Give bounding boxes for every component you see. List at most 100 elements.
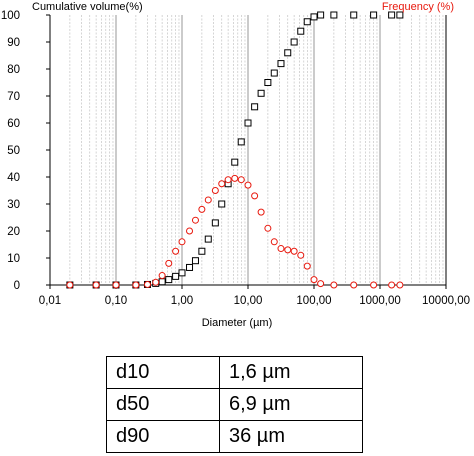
x-tick-label: 0,01: [39, 295, 61, 307]
frequency-point: [231, 174, 239, 182]
size-stats-table: d10 1,6 µm d50 6,9 µm d90 36 µm: [106, 356, 363, 453]
frequency-point: [178, 238, 186, 246]
stats-label: d90: [106, 420, 220, 453]
cumulative-point: [257, 89, 265, 97]
cumulative-point: [198, 247, 206, 255]
stats-label: d50: [106, 388, 220, 421]
frequency-point: [284, 246, 292, 254]
cumulative-point: [303, 18, 311, 26]
stats-value: 1,6 µm: [219, 356, 363, 389]
frequency-point: [132, 281, 140, 289]
frequency-point: [264, 224, 272, 232]
frequency-point: [218, 180, 226, 188]
y-tick-label: 100: [1, 10, 20, 22]
frequency-point: [244, 181, 252, 189]
frequency-point: [388, 281, 396, 289]
cumulative-point: [270, 69, 278, 77]
frequency-point: [237, 176, 245, 184]
frequency-point: [317, 280, 325, 288]
right-axis-title: Frequency (%): [382, 1, 454, 13]
x-tick-label: 0,10: [105, 295, 127, 307]
y-tick-label: 90: [7, 37, 20, 49]
frequency-point: [198, 205, 206, 213]
frequency-point: [330, 281, 338, 289]
cumulative-point: [350, 11, 358, 19]
cumulative-point: [172, 272, 180, 280]
frequency-point: [186, 227, 194, 235]
y-tick-label: 70: [7, 91, 20, 103]
frequency-point: [277, 245, 285, 253]
stats-value: 36 µm: [219, 420, 363, 453]
cumulative-point: [310, 13, 318, 21]
cumulative-point: [244, 119, 252, 127]
cumulative-point: [218, 200, 226, 208]
cumulative-point: [191, 257, 199, 265]
frequency-series: [66, 174, 404, 289]
frequency-point: [257, 208, 265, 216]
y-tick-label: 80: [7, 64, 20, 76]
stats-row: d10 1,6 µm: [106, 356, 363, 389]
frequency-point: [152, 278, 160, 286]
stats-value: 6,9 µm: [219, 388, 363, 421]
y-tick-label: 20: [7, 226, 20, 238]
cumulative-point: [165, 276, 173, 284]
x-tick-label: 10000,00: [422, 295, 470, 307]
cumulative-point: [211, 219, 219, 227]
frequency-point: [270, 238, 278, 246]
cumulative-point: [297, 27, 305, 35]
frequency-point: [303, 262, 311, 270]
x-tick-label: 1,00: [171, 295, 193, 307]
y-tick-label: 50: [7, 145, 20, 157]
frequency-point: [297, 251, 305, 259]
cumulative-point: [204, 235, 212, 243]
axis-labels: 0 10 20 30 40 50 60 70 80 90 100 0,01 0,10 1,00 10,00 1…: [1, 10, 470, 307]
x-tick-label: 1000,00: [359, 295, 401, 307]
cumulative-point: [284, 49, 292, 57]
frequency-point: [66, 281, 74, 289]
frequency-point: [204, 196, 212, 204]
frequency-point: [224, 176, 232, 184]
cumulative-point: [388, 11, 396, 19]
vertical-gridlines: [49, 15, 444, 285]
cumulative-point: [264, 79, 272, 86]
cumulative-point: [277, 60, 285, 68]
size-stats-body: d10 1,6 µm d50 6,9 µm d90 36 µm: [106, 356, 363, 453]
frequency-point: [158, 272, 166, 280]
frequency-point: [396, 281, 404, 289]
frequency-point: [251, 192, 259, 200]
left-axis-title: Cumulative volume(%): [32, 1, 143, 13]
frequency-point: [112, 281, 120, 289]
y-tick-label: 60: [7, 118, 20, 130]
cumulative-point: [317, 11, 325, 19]
cumulative-point: [370, 11, 378, 19]
y-tick-label: 30: [7, 199, 20, 211]
cumulative-point: [158, 278, 166, 286]
y-tick-label: 0: [14, 280, 20, 292]
y-tick-label: 10: [7, 253, 20, 265]
cumulative-point: [396, 11, 404, 19]
frequency-point: [290, 247, 298, 255]
cumulative-point: [251, 103, 259, 111]
frequency-point: [191, 216, 199, 224]
cumulative-point: [178, 269, 186, 277]
frequency-point: [165, 259, 173, 267]
cumulative-point: [231, 158, 239, 166]
x-tick-label: 100,00: [296, 295, 331, 307]
frequency-point: [370, 281, 378, 289]
frequency-point: [143, 280, 151, 288]
x-axis-label: Diameter (µm): [202, 317, 273, 329]
x-tick-label: 10,00: [234, 295, 263, 307]
cumulative-point: [290, 38, 298, 46]
stats-row: d50 6,9 µm: [106, 388, 363, 421]
stats-label: d10: [106, 356, 220, 389]
stats-row: d90 36 µm: [106, 420, 363, 453]
cumulative-point: [186, 263, 194, 271]
frequency-point: [92, 281, 100, 289]
cumulative-point: [330, 11, 338, 19]
cumulative-volume-series: [66, 11, 404, 289]
frequency-point: [310, 276, 318, 284]
frequency-point: [172, 247, 180, 255]
frequency-point: [211, 187, 219, 194]
frequency-point: [350, 281, 358, 289]
cumulative-point: [237, 138, 245, 146]
